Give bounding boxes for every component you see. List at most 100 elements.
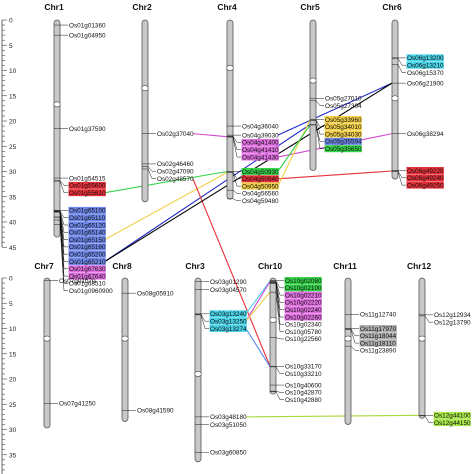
gene-label: Os03g48180 <box>210 414 247 421</box>
synteny-link <box>245 281 271 322</box>
gene-label: Os07g41250 <box>59 401 96 408</box>
gene-label: Os01g67640 <box>69 273 106 280</box>
gene-label: Os10g42880 <box>285 397 322 404</box>
chromosome-chr4: Chr4Os04g36040Os04g39030Os04g41400Os04g4… <box>217 2 279 205</box>
chromosome-label: Chr10 <box>258 261 282 271</box>
gene-label: Os03g60850 <box>210 450 247 457</box>
centromere <box>226 65 234 71</box>
chromosome-bar <box>141 19 149 203</box>
gene-highlight <box>284 313 322 321</box>
gene-label: Os06g38294 <box>407 131 444 138</box>
chromosome-label: Chr3 <box>185 261 205 271</box>
centromere <box>418 335 426 342</box>
gene-highlight <box>324 130 362 138</box>
gene-label: Os10g02220 <box>285 300 322 307</box>
gene-label: Os02g47090 <box>157 169 194 176</box>
chromosome-label: Chr4 <box>217 2 237 12</box>
gene-label: Os05g34010 <box>325 124 362 131</box>
chromosome-chr7: Chr7 Os07g01070 Os07g41250 <box>34 261 96 429</box>
gene-label: Os01g65210 <box>69 259 106 266</box>
scale-tick-label: 20 <box>9 119 17 126</box>
gene-highlight <box>284 284 322 292</box>
gene-highlight <box>209 310 247 318</box>
scale-tick-label: 35 <box>9 194 17 201</box>
synteny-link <box>245 328 271 368</box>
centromere <box>121 335 129 342</box>
gene-label: Os04g41400 <box>242 140 279 147</box>
gene-label: Os01g68510 <box>69 281 106 288</box>
scale-tick-label: 20 <box>9 377 17 384</box>
gene-highlight <box>284 291 322 299</box>
gene-leader-line <box>315 124 324 142</box>
gene-leader-line <box>59 210 68 226</box>
chromosome-label: Chr11 <box>333 261 357 271</box>
gene-label: Os01g65200 <box>69 251 106 258</box>
gene-leader-line <box>424 315 433 323</box>
gene-highlight <box>68 265 106 273</box>
gene-highlight <box>241 168 279 175</box>
gene-leader-line <box>397 58 406 66</box>
gene-label: Os03g51050 <box>210 422 247 429</box>
gene-highlight <box>433 411 471 419</box>
gene-label: Os10g22560 <box>285 336 322 343</box>
gene-label: Os04g50940 <box>242 176 279 183</box>
synteny-link <box>277 82 393 136</box>
gene-label: Os06g49220 <box>407 168 444 175</box>
gene-leader-line <box>350 329 359 344</box>
gene-highlight <box>406 54 444 62</box>
synteny-link <box>104 124 311 262</box>
gene-highlight <box>284 277 322 285</box>
chromosome-label: Chr7 <box>34 261 54 271</box>
gene-leader-line <box>275 280 284 289</box>
scale-tick-label: 15 <box>9 93 17 100</box>
scale-tick-label: 45 <box>9 245 17 252</box>
gene-label: Os10g02340 <box>285 322 322 329</box>
gene-leader-line <box>315 120 324 135</box>
gene-label: Os06g49250 <box>407 182 444 189</box>
gene-label: Os10g02210 <box>285 292 322 299</box>
centromere <box>53 101 61 108</box>
gene-label: Os03g04570 <box>210 287 247 294</box>
gene-label: Os01g37590 <box>69 126 106 133</box>
chromosome-label: Chr1 <box>44 2 64 12</box>
gene-label: Os10g42870 <box>285 390 322 397</box>
gene-label: Os08g05910 <box>137 290 174 297</box>
gene-leader-line <box>275 292 284 332</box>
centromere <box>309 77 317 84</box>
gene-highlight <box>68 228 106 236</box>
gene-label: Os04g36040 <box>242 123 279 130</box>
synteny-link <box>192 178 271 367</box>
gene-label: Os11g18044 <box>360 333 397 340</box>
gene-highlight <box>284 298 322 306</box>
chromosome-bar <box>226 19 234 200</box>
gene-highlight <box>68 181 106 189</box>
gene-highlight <box>241 153 279 161</box>
gene-leader-line <box>59 219 68 284</box>
gene-leader-line <box>275 282 284 310</box>
gene-label: Os05g33960 <box>325 117 362 124</box>
gene-label: Os06g13200 <box>407 55 444 62</box>
gene-label: Os01g0960900 <box>69 288 113 295</box>
gene-label: Os03g01290 <box>210 279 247 286</box>
gene-leader-line <box>59 210 68 218</box>
gene-highlight <box>433 419 471 427</box>
gene-label: Os10g40600 <box>285 382 322 389</box>
gene-highlight <box>324 123 362 131</box>
gene-highlight <box>324 145 362 153</box>
gene-highlight <box>209 317 247 325</box>
gene-leader-line <box>59 217 68 277</box>
gene-label: Os05g35650 <box>325 146 362 153</box>
gene-label: Os10g33170 <box>285 364 322 371</box>
gene-label: Os05g34030 <box>325 131 362 138</box>
gene-label: Os04g59480 <box>242 198 279 205</box>
gene-leader-line <box>232 136 241 143</box>
scale-tick-label: 0 <box>9 18 13 25</box>
gene-label: Os12g13790 <box>434 319 471 326</box>
gene-label: Os12g44150 <box>434 420 471 427</box>
gene-label: Os04g41430 <box>242 154 279 161</box>
gene-label: Os06g49240 <box>407 175 444 182</box>
centromere <box>269 316 277 323</box>
gene-label: Os01g55610 <box>69 190 106 197</box>
gene-highlight <box>406 166 444 174</box>
synteny-link <box>277 119 311 187</box>
